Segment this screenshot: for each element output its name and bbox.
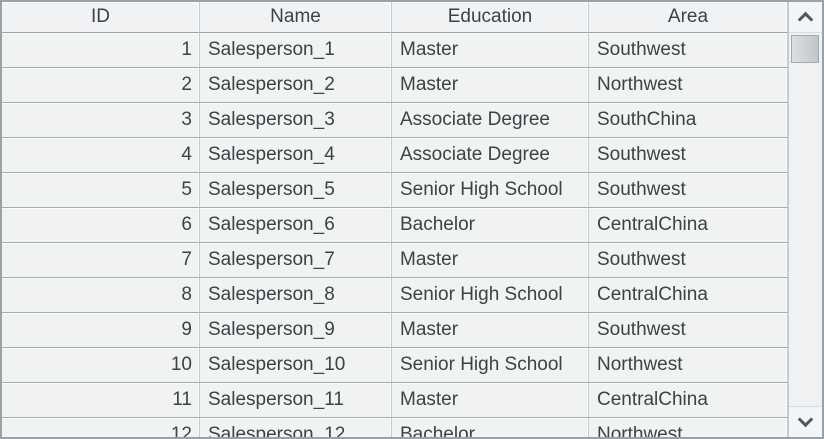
cell-id[interactable]: 12 (2, 418, 200, 437)
scrollbar-track[interactable] (789, 33, 822, 406)
table-row: 6 Salesperson_6 Bachelor CentralChina (2, 208, 788, 243)
cell-area[interactable]: Southwest (589, 33, 788, 68)
cell-education[interactable]: Bachelor (392, 418, 589, 437)
table-row: 11 Salesperson_11 Master CentralChina (2, 383, 788, 418)
cell-name[interactable]: Salesperson_6 (200, 208, 392, 243)
cell-id[interactable]: 6 (2, 208, 200, 243)
cell-education[interactable]: Bachelor (392, 208, 589, 243)
cell-name[interactable]: Salesperson_2 (200, 68, 392, 103)
cell-education[interactable]: Senior High School (392, 173, 589, 208)
cell-name[interactable]: Salesperson_10 (200, 348, 392, 383)
table-row: 4 Salesperson_4 Associate Degree Southwe… (2, 138, 788, 173)
cell-area[interactable]: CentralChina (589, 278, 788, 313)
cell-id[interactable]: 9 (2, 313, 200, 348)
cell-education[interactable]: Associate Degree (392, 103, 589, 138)
cell-area[interactable]: Southwest (589, 313, 788, 348)
chevron-down-icon (797, 411, 814, 428)
cell-id[interactable]: 7 (2, 243, 200, 278)
cell-education[interactable]: Master (392, 313, 589, 348)
salesperson-table: ID Name Education Area 1 Salesperson_1 M… (2, 2, 788, 437)
scroll-down-button[interactable] (789, 406, 822, 437)
cell-education[interactable]: Master (392, 243, 589, 278)
cell-education[interactable]: Senior High School (392, 278, 589, 313)
cell-id[interactable]: 10 (2, 348, 200, 383)
cell-id[interactable]: 2 (2, 68, 200, 103)
cell-area[interactable]: Northwest (589, 418, 788, 437)
table-row: 7 Salesperson_7 Master Southwest (2, 243, 788, 278)
column-header-education[interactable]: Education (392, 2, 589, 33)
scrollbar-thumb[interactable] (791, 35, 819, 63)
table-row: 2 Salesperson_2 Master Northwest (2, 68, 788, 103)
cell-name[interactable]: Salesperson_4 (200, 138, 392, 173)
cell-name[interactable]: Salesperson_7 (200, 243, 392, 278)
cell-name[interactable]: Salesperson_1 (200, 33, 392, 68)
cell-education[interactable]: Master (392, 68, 589, 103)
column-header-id[interactable]: ID (2, 2, 200, 33)
table-row: 8 Salesperson_8 Senior High School Centr… (2, 278, 788, 313)
cell-name[interactable]: Salesperson_8 (200, 278, 392, 313)
cell-education[interactable]: Associate Degree (392, 138, 589, 173)
cell-area[interactable]: CentralChina (589, 208, 788, 243)
cell-id[interactable]: 8 (2, 278, 200, 313)
cell-name[interactable]: Salesperson_11 (200, 383, 392, 418)
column-header-name[interactable]: Name (200, 2, 392, 33)
cell-area[interactable]: Southwest (589, 173, 788, 208)
cell-name[interactable]: Salesperson_9 (200, 313, 392, 348)
cell-name[interactable]: Salesperson_3 (200, 103, 392, 138)
cell-area[interactable]: Northwest (589, 68, 788, 103)
cell-area[interactable]: CentralChina (589, 383, 788, 418)
chevron-up-icon (797, 11, 814, 28)
cell-education[interactable]: Master (392, 33, 589, 68)
cell-id[interactable]: 1 (2, 33, 200, 68)
table-row: 1 Salesperson_1 Master Southwest (2, 33, 788, 68)
cell-education[interactable]: Senior High School (392, 348, 589, 383)
cell-name[interactable]: Salesperson_5 (200, 173, 392, 208)
cell-name[interactable]: Salesperson_12 (200, 418, 392, 437)
vertical-scrollbar (788, 2, 822, 437)
table-row: 10 Salesperson_10 Senior High School Nor… (2, 348, 788, 383)
cell-id[interactable]: 5 (2, 173, 200, 208)
table-row: 9 Salesperson_9 Master Southwest (2, 313, 788, 348)
cell-area[interactable]: Southwest (589, 138, 788, 173)
table-row: 3 Salesperson_3 Associate Degree SouthCh… (2, 103, 788, 138)
cell-area[interactable]: Northwest (589, 348, 788, 383)
header-row: ID Name Education Area (2, 2, 788, 33)
cell-education[interactable]: Master (392, 383, 589, 418)
table-row: 5 Salesperson_5 Senior High School South… (2, 173, 788, 208)
table-row: 12 Salesperson_12 Bachelor Northwest (2, 418, 788, 437)
cell-area[interactable]: Southwest (589, 243, 788, 278)
cell-id[interactable]: 3 (2, 103, 200, 138)
cell-area[interactable]: SouthChina (589, 103, 788, 138)
column-header-area[interactable]: Area (589, 2, 788, 33)
scroll-up-button[interactable] (789, 2, 822, 33)
cell-id[interactable]: 11 (2, 383, 200, 418)
cell-id[interactable]: 4 (2, 138, 200, 173)
